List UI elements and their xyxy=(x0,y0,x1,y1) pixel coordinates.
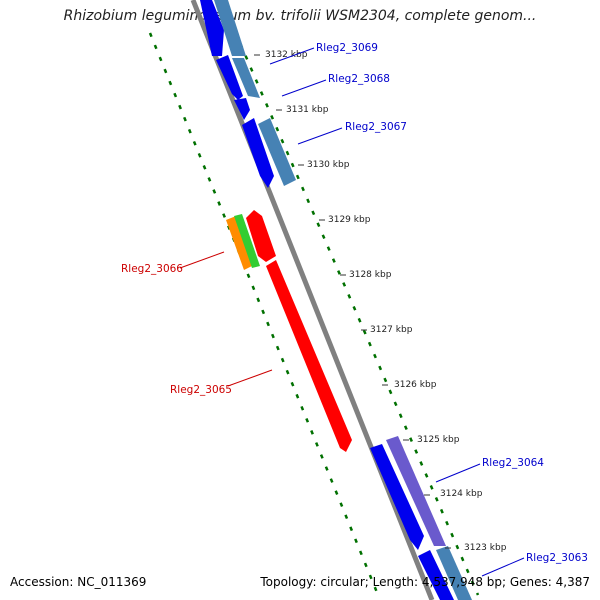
gene-Rleg2_3065-feature[interactable] xyxy=(266,260,352,452)
tick-label: 3130 kbp xyxy=(307,160,350,170)
tick-label: 3131 kbp xyxy=(286,105,329,115)
gene-label[interactable]: Rleg2_3064 xyxy=(482,457,544,469)
gene-label[interactable]: Rleg2_3067 xyxy=(345,121,407,133)
backbone-line xyxy=(190,0,435,600)
gene-Rleg2_3067-feature[interactable] xyxy=(242,118,296,188)
leader-line xyxy=(435,463,481,483)
gene-label[interactable]: Rleg2_3066 xyxy=(121,263,183,275)
leader-line xyxy=(481,557,525,577)
gene-label[interactable]: Rleg2_3065 xyxy=(170,384,232,396)
tick-label: 3132 kbp xyxy=(265,50,308,60)
map-title: Rhizobium leguminosarum bv. trifolii WSM… xyxy=(63,8,537,24)
gene-Rleg2_3063-feature[interactable] xyxy=(418,546,472,600)
tick-marks xyxy=(254,54,451,549)
tick-label: 3129 kbp xyxy=(328,215,371,225)
gene-Rleg2_3069-feature[interactable] xyxy=(200,0,246,56)
leader-line xyxy=(281,79,327,97)
tick-label: 3127 kbp xyxy=(370,325,413,335)
tick-label: 3128 kbp xyxy=(349,270,392,280)
gene-label[interactable]: Rleg2_3069 xyxy=(316,42,378,54)
leader-line xyxy=(297,127,343,145)
gene-Rleg2_3066-feature[interactable] xyxy=(226,210,276,270)
leader-line xyxy=(269,47,315,65)
tick-label: 3125 kbp xyxy=(417,435,460,445)
tick-label: 3124 kbp xyxy=(440,489,483,499)
gene-label[interactable]: Rleg2_3063 xyxy=(526,552,588,564)
gc-track-inner xyxy=(223,7,480,596)
genome-summary-text: Topology: circular; Length: 4,537,948 bp… xyxy=(260,575,590,589)
gene-Rleg2_3064-feature[interactable] xyxy=(370,436,446,550)
gene-Rleg2_3068-feature[interactable] xyxy=(216,55,260,120)
accession-text: Accession: NC_011369 xyxy=(10,575,147,589)
leader-line xyxy=(227,369,273,387)
tick-label: 3123 kbp xyxy=(464,543,507,553)
gene-label[interactable]: Rleg2_3068 xyxy=(328,73,390,85)
gc-track-outer xyxy=(148,32,380,596)
tick-label: 3126 kbp xyxy=(394,380,437,390)
leader-line xyxy=(179,251,225,269)
